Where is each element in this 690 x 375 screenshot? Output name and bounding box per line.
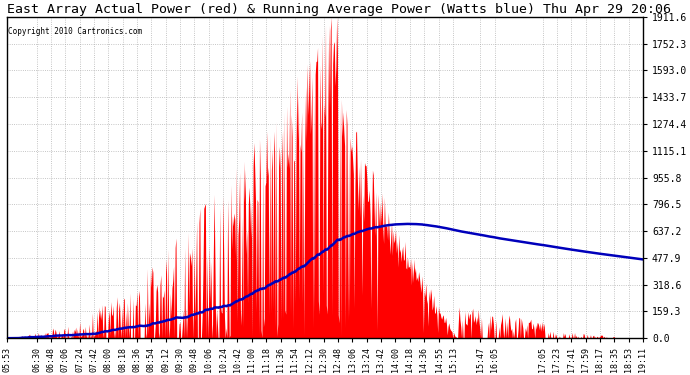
Text: East Array Actual Power (red) & Running Average Power (Watts blue) Thu Apr 29 20: East Array Actual Power (red) & Running … <box>8 3 671 16</box>
Text: Copyright 2010 Cartronics.com: Copyright 2010 Cartronics.com <box>8 27 142 36</box>
